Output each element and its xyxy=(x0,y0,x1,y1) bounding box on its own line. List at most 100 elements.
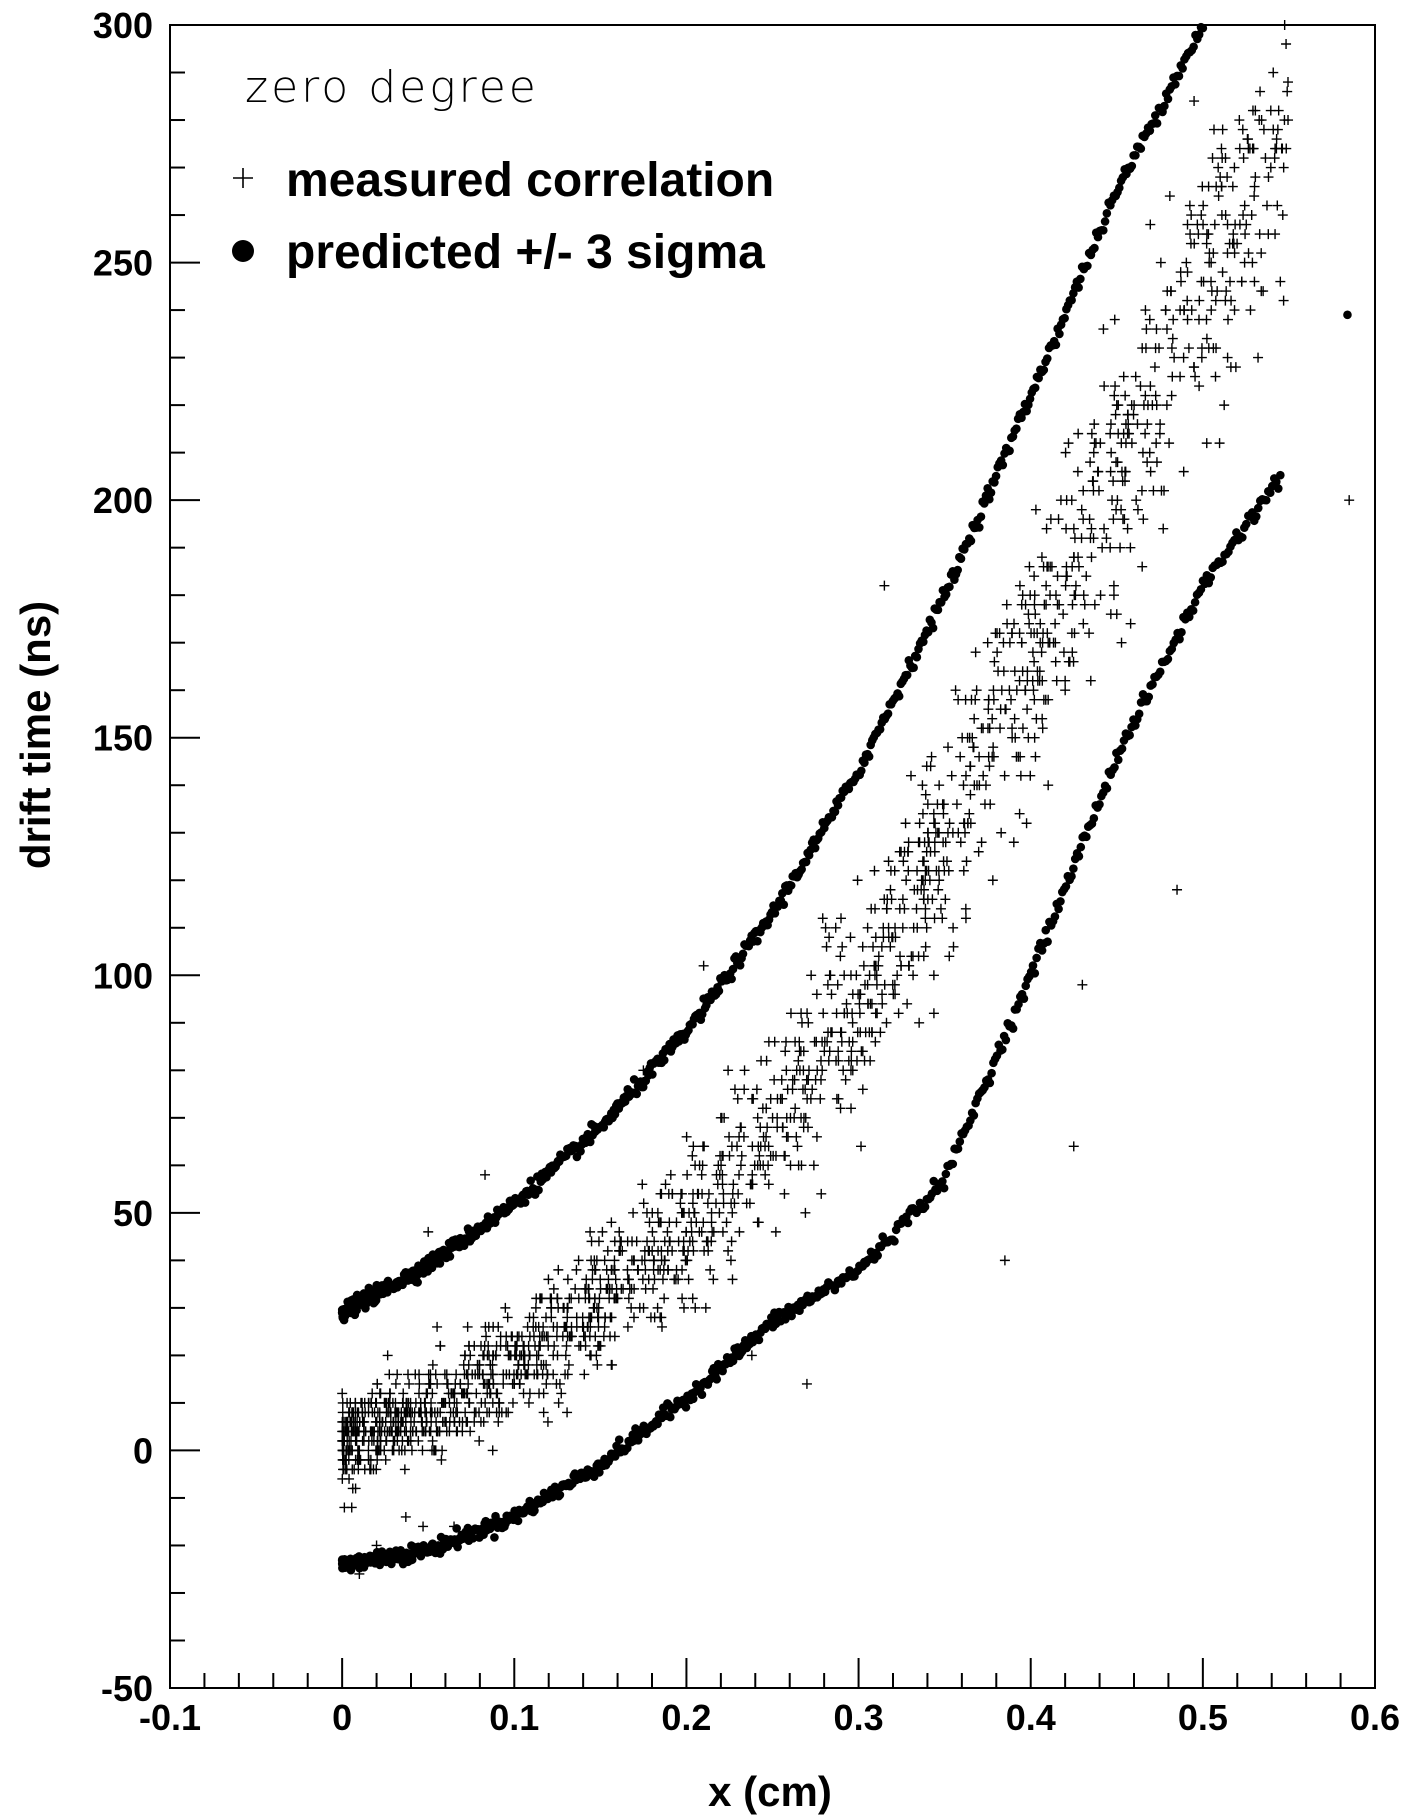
measured-point xyxy=(492,1388,503,1399)
measured-point xyxy=(634,1302,645,1313)
measured-point xyxy=(1111,609,1122,620)
measured-point xyxy=(1219,400,1230,411)
measured-point xyxy=(647,1207,658,1218)
measured-point xyxy=(836,913,847,924)
predicted-point xyxy=(585,1137,595,1147)
measured-point xyxy=(628,1207,639,1218)
measured-point xyxy=(431,1426,442,1437)
measured-point xyxy=(831,1008,842,1019)
measured-point xyxy=(1181,257,1192,268)
measured-point xyxy=(946,770,957,781)
measured-point xyxy=(1098,324,1109,335)
predicted-point xyxy=(1056,897,1065,906)
legend-label-measured: measured correlation xyxy=(286,154,774,207)
measured-point xyxy=(436,1454,447,1465)
measured-point xyxy=(998,666,1009,677)
measured-point xyxy=(780,1046,791,1057)
measured-point xyxy=(1207,153,1218,164)
measured-point xyxy=(495,1331,506,1342)
measured-point xyxy=(536,1359,547,1370)
measured-point xyxy=(676,1207,687,1218)
measured-point xyxy=(1001,599,1012,610)
measured-point xyxy=(920,913,931,924)
predicted-point xyxy=(728,964,738,974)
measured-point xyxy=(1155,257,1166,268)
measured-point xyxy=(487,1369,498,1380)
predicted-point xyxy=(445,1252,455,1261)
measured-point xyxy=(1041,523,1052,534)
measured-point xyxy=(562,1312,573,1323)
measured-point xyxy=(1116,504,1127,515)
measured-point xyxy=(1039,599,1050,610)
measured-point xyxy=(618,1283,629,1294)
measured-point xyxy=(948,922,959,933)
measured-point xyxy=(998,637,1009,648)
measured-point xyxy=(1268,124,1279,135)
measured-point xyxy=(1269,153,1280,164)
measured-point xyxy=(462,1369,473,1380)
measured-point xyxy=(504,1350,515,1361)
predicted-point xyxy=(681,1402,691,1412)
measured-point xyxy=(644,1245,655,1256)
predicted-point xyxy=(860,758,869,768)
predicted-point xyxy=(1175,634,1184,644)
measured-point xyxy=(379,1445,390,1456)
measured-point xyxy=(717,1226,728,1237)
measured-point xyxy=(800,1207,811,1218)
measured-point xyxy=(337,1435,348,1446)
measured-point xyxy=(581,1283,592,1294)
measured-point xyxy=(380,1454,391,1465)
measured-point xyxy=(1142,400,1153,411)
measured-point xyxy=(498,1378,509,1389)
measured-point xyxy=(859,1055,870,1066)
predicted-point xyxy=(969,1111,979,1120)
measured-point xyxy=(1344,495,1355,506)
measured-point xyxy=(1108,514,1119,525)
measured-point xyxy=(476,1397,487,1408)
measured-point xyxy=(721,1217,732,1228)
predicted-point xyxy=(520,1198,530,1207)
measured-point xyxy=(1151,457,1162,468)
measured-point xyxy=(1086,523,1097,534)
measured-point xyxy=(680,1255,691,1266)
measured-point xyxy=(509,1378,520,1389)
measured-point xyxy=(1116,637,1127,648)
measured-point xyxy=(1029,656,1040,667)
measured-point xyxy=(781,1065,792,1076)
measured-point xyxy=(697,1141,708,1152)
predicted-point xyxy=(754,1335,764,1345)
measured-point xyxy=(534,1388,545,1399)
measured-point xyxy=(985,799,996,810)
measured-point xyxy=(640,1264,651,1275)
measured-point xyxy=(1035,637,1046,648)
measured-point xyxy=(584,1331,595,1342)
measured-point xyxy=(340,1464,351,1475)
predicted-point xyxy=(452,1524,461,1533)
measured-point xyxy=(728,1179,739,1190)
predicted-point xyxy=(1102,784,1112,793)
x-tick-label: -0.1 xyxy=(139,1697,201,1738)
y-tick-label: 50 xyxy=(113,1193,153,1234)
measured-point xyxy=(659,1293,670,1304)
measured-point xyxy=(1120,419,1131,430)
measured-point xyxy=(643,1274,654,1285)
measured-point xyxy=(1216,210,1227,221)
predicted-point xyxy=(1030,969,1040,978)
measured-point xyxy=(787,1084,798,1095)
measured-point xyxy=(622,1321,633,1332)
measured-point xyxy=(783,1131,794,1142)
measured-point xyxy=(430,1369,441,1380)
measured-point xyxy=(780,1150,791,1161)
predicted-point xyxy=(902,670,912,680)
measured-point xyxy=(1245,305,1256,316)
measured-point xyxy=(422,1388,433,1399)
measured-point xyxy=(1183,343,1194,354)
measured-point xyxy=(970,647,981,658)
measured-point xyxy=(1210,295,1221,306)
measured-point xyxy=(913,837,924,848)
x-tick-label: 0 xyxy=(332,1697,352,1738)
measured-point xyxy=(1194,381,1205,392)
measured-point xyxy=(1145,466,1156,477)
measured-point xyxy=(817,1036,828,1047)
measured-point xyxy=(1089,599,1100,610)
